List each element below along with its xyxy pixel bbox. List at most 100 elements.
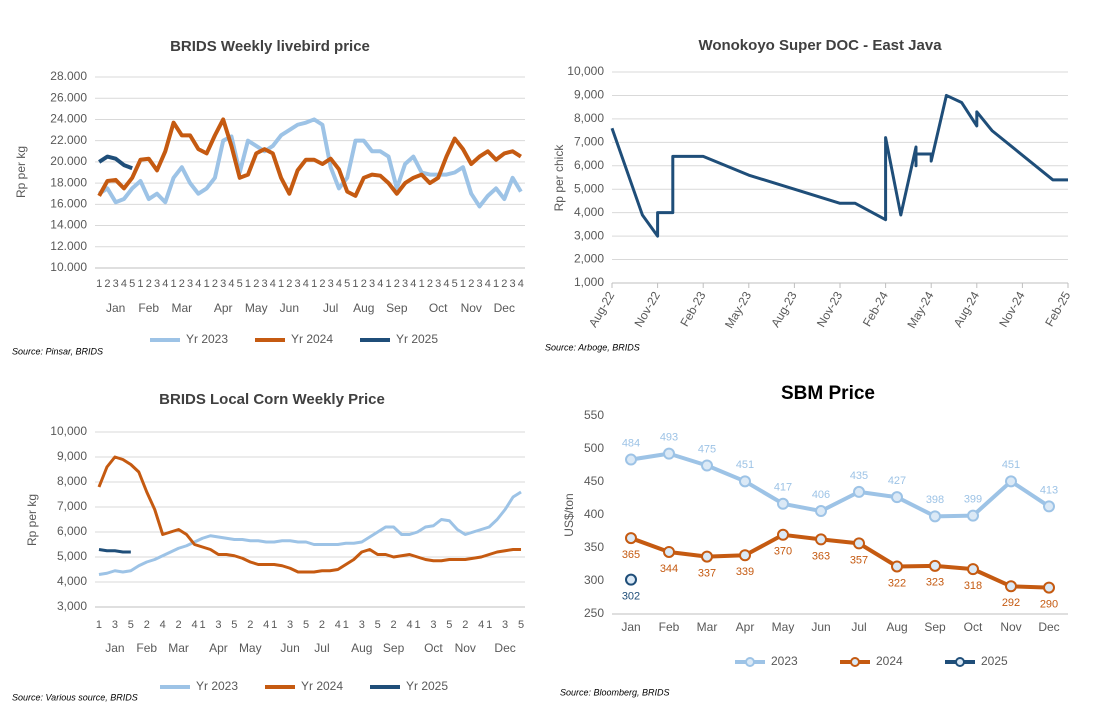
x-tick-label: 4	[478, 619, 484, 631]
y-tick-label: 300	[584, 573, 604, 587]
x-tick-label: 3	[187, 278, 193, 290]
x-tick-label: 4	[162, 278, 168, 290]
x-tick-label: Feb-25	[1042, 289, 1073, 329]
x-tick-label: 3	[402, 278, 408, 290]
x-tick-label: 3	[113, 278, 119, 290]
data-label: 292	[1002, 597, 1020, 609]
x-tick-label: 1	[271, 619, 277, 631]
x-tick-label: 4	[228, 278, 234, 290]
x-tick-label: 1	[137, 278, 143, 290]
legend-marker	[850, 657, 860, 667]
month-label: May	[245, 301, 268, 315]
point-marker	[701, 550, 713, 563]
point-marker	[1043, 500, 1055, 513]
month-label: Apr	[209, 641, 228, 655]
y-tick-label: 4,000	[574, 205, 604, 219]
x-tick-label: 5	[231, 619, 237, 631]
y-tick-label: 7,000	[574, 135, 604, 149]
point-marker	[815, 505, 827, 518]
month-label: Sep	[383, 641, 405, 655]
legend-label: 2024	[876, 654, 903, 668]
x-tick-label: 4	[263, 619, 269, 631]
x-tick-label: 3	[502, 619, 508, 631]
point-marker	[1043, 581, 1055, 594]
month-label: Jul	[323, 301, 338, 315]
x-tick-label: Aug-24	[951, 289, 983, 330]
y-tick-label: 7,000	[57, 499, 87, 513]
point-marker	[777, 528, 789, 541]
series-line	[630, 451, 1051, 519]
month-label: Apr	[214, 301, 233, 315]
x-tick-label: 4	[410, 278, 416, 290]
point-marker	[929, 510, 941, 523]
x-tick-label: 2	[319, 278, 325, 290]
series-line	[98, 154, 133, 171]
y-tick-label: 8,000	[57, 474, 87, 488]
data-label: 417	[774, 482, 792, 494]
month-label: Jun	[280, 301, 299, 315]
x-tick-label: Feb	[659, 620, 680, 634]
data-label: 323	[926, 577, 944, 589]
legend-label: Yr 2025	[396, 332, 438, 346]
x-tick-label: 2	[501, 278, 507, 290]
x-tick-label: 3	[510, 278, 516, 290]
series-line	[97, 117, 522, 198]
x-tick-label: 2	[253, 278, 259, 290]
y-tick-label: 9,000	[574, 88, 604, 102]
data-label: 318	[964, 580, 982, 592]
y-tick-label: 6,000	[574, 158, 604, 172]
x-tick-label: Oct	[964, 620, 983, 634]
legend-label: Yr 2023	[186, 332, 228, 346]
point-marker	[1005, 475, 1017, 488]
x-tick-label: 4	[191, 619, 197, 631]
data-label: 339	[736, 566, 754, 578]
point-marker	[891, 560, 903, 573]
month-label: Nov	[455, 641, 476, 655]
month-label: Dec	[494, 301, 515, 315]
data-label: 427	[888, 475, 906, 487]
month-label: Aug	[351, 641, 372, 655]
x-tick-label: 4	[485, 278, 491, 290]
x-tick-label: Dec	[1038, 620, 1059, 634]
point-marker	[853, 537, 865, 550]
x-tick-label: Aug-22	[586, 289, 618, 330]
x-tick-label: May	[772, 620, 795, 634]
x-tick-label: 4	[160, 619, 166, 631]
x-tick-label: 4	[303, 278, 309, 290]
data-label: 357	[850, 554, 868, 566]
y-tick-label: 24.000	[50, 112, 87, 126]
month-label: Oct	[429, 301, 448, 315]
x-tick-label: 2	[391, 619, 397, 631]
data-label: 406	[812, 489, 830, 501]
data-label: 475	[698, 443, 716, 455]
data-label: 370	[774, 546, 792, 558]
month-label: Sep	[386, 301, 408, 315]
series-line	[610, 93, 1068, 238]
month-label: Feb	[138, 301, 159, 315]
legend-label: Yr 2024	[291, 332, 333, 346]
source-note: Source: Pinsar, BRIDS	[12, 346, 103, 356]
x-tick-label: Mar	[697, 620, 718, 634]
point-marker	[967, 563, 979, 576]
legend-marker	[745, 657, 755, 667]
x-tick-label: Nov	[1000, 620, 1021, 634]
y-tick-label: 8,000	[574, 111, 604, 125]
y-tick-label: 2,000	[574, 252, 604, 266]
x-tick-label: 2	[104, 278, 110, 290]
x-tick-label: 1	[245, 278, 251, 290]
month-label: Oct	[424, 641, 443, 655]
x-tick-label: Apr	[736, 620, 755, 634]
x-tick-label: 4	[195, 278, 201, 290]
y-tick-label: 14.000	[50, 218, 87, 232]
x-tick-label: 3	[369, 278, 375, 290]
x-tick-label: Jan	[621, 620, 640, 634]
data-label: 493	[660, 432, 678, 444]
y-tick-label: 16.000	[50, 197, 87, 211]
x-tick-label: 5	[344, 278, 350, 290]
point-marker	[625, 532, 637, 545]
x-tick-label: 4	[518, 278, 524, 290]
data-label: 399	[964, 494, 982, 506]
x-tick-label: 1	[311, 278, 317, 290]
x-tick-label: 1	[170, 278, 176, 290]
month-label: Mar	[171, 301, 192, 315]
